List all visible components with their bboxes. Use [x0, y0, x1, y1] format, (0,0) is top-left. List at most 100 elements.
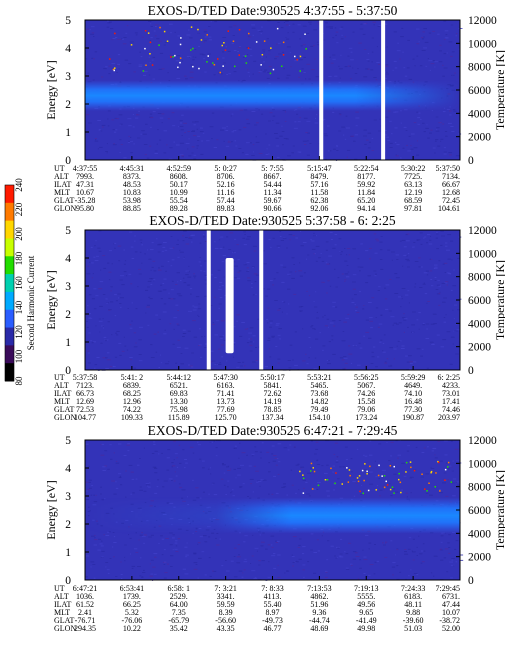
orbit-table-cell: 5:56:25 — [354, 373, 378, 382]
orbit-table-cell: 3341. — [217, 592, 235, 601]
colorbar-swatch — [5, 220, 14, 239]
orbit-table-cell: 7:29:45 — [436, 584, 460, 593]
orbit-row-label: GLON — [54, 204, 76, 213]
orbit-table-cell: -65.79 — [168, 616, 189, 625]
orbit-table-cell: 104.77 — [74, 413, 96, 422]
orbit-row-label: ILAT — [54, 180, 71, 189]
orbit-table-cell: 6:47:21 — [73, 584, 97, 593]
y2-axis-label: Temperature [K] — [493, 260, 505, 340]
orbit-table-cell: 11.34 — [264, 188, 282, 197]
orbit-table-cell: 94.14 — [357, 204, 375, 213]
y2-tick-label: 6000 — [468, 295, 491, 307]
orbit-table-cell: 35.42 — [170, 624, 188, 633]
y2-tick-label: 6000 — [468, 85, 491, 97]
orbit-table-cell: 7993. — [76, 172, 94, 181]
orbit-table-cell: 10.22 — [123, 624, 141, 633]
y-tick-label: 1 — [65, 547, 71, 559]
data-gap — [206, 230, 211, 370]
orbit-table-cell: 63.13 — [404, 180, 422, 189]
y2-tick-label: 8000 — [468, 272, 491, 284]
orbit-table-cell: 7:13:53 — [307, 584, 331, 593]
orbit-table-cell: 89.83 — [217, 204, 235, 213]
orbit-table-cell: 9.36 — [312, 608, 326, 617]
orbit-table-cell: 8706. — [217, 172, 235, 181]
orbit-table-cell: 203.97 — [438, 413, 460, 422]
colorbar-swatch — [5, 363, 14, 382]
orbit-table-cell: 5555. — [357, 592, 375, 601]
noise-texture — [86, 230, 462, 371]
colorbar-swatch — [5, 291, 14, 311]
orbit-table-cell: 68.25 — [123, 389, 141, 398]
orbit-table-cell: 4862. — [310, 592, 328, 601]
orbit-table-cell: 17.41 — [442, 397, 460, 406]
orbit-table-cell: 8667. — [264, 172, 282, 181]
orbit-table-cell: 2.41 — [78, 608, 92, 617]
orbit-table-cell: 4:52:59 — [167, 164, 191, 173]
orbit-table-cell: 97.81 — [404, 204, 422, 213]
orbit-table-cell: 7:24:33 — [401, 584, 425, 593]
colorbar-swatch — [5, 309, 14, 329]
colorbar-swatch — [5, 238, 14, 257]
orbit-table-cell: 74.10 — [404, 389, 422, 398]
y-tick-label: 5 — [65, 15, 71, 27]
orbit-table-cell: 6:53:41 — [120, 584, 144, 593]
panel-title: EXOS-D/TED Date:930525 4:37:55 - 5:37:50 — [148, 3, 398, 18]
orbit-table-cell: 5:37:50 — [436, 164, 460, 173]
orbit-table-cell: 1036. — [76, 592, 94, 601]
colorbar-swatch — [5, 327, 14, 346]
orbit-table-cell: 7: 3:21 — [214, 584, 236, 593]
orbit-table-cell: 47.44 — [442, 600, 460, 609]
panel-title: EXOS-D/TED Date:930525 6:47:21 - 7:29:45 — [148, 423, 398, 438]
orbit-table-cell: 5:22:54 — [354, 164, 378, 173]
orbit-table-cell: 74.46 — [442, 405, 460, 414]
energy-band — [85, 80, 460, 111]
y2-tick-label: 0 — [468, 155, 474, 167]
orbit-table-cell: 57.44 — [217, 196, 235, 205]
orbit-table-cell: 52.16 — [217, 180, 235, 189]
orbit-table-cell: 8.97 — [266, 608, 280, 617]
orbit-table-cell: 4:45:31 — [120, 164, 144, 173]
orbit-table-cell: 7725. — [404, 172, 422, 181]
orbit-table-cell: 53.98 — [123, 196, 141, 205]
orbit-table-cell: 46.77 — [264, 624, 282, 633]
orbit-table-cell: 16.48 — [404, 397, 422, 406]
orbit-table-cell: -76.06 — [122, 616, 143, 625]
orbit-table-cell: 72.45 — [442, 196, 460, 205]
orbit-row-label: UT — [54, 373, 65, 382]
orbit-row-label: MLT — [54, 188, 70, 197]
orbit-row-label: ALT — [54, 172, 69, 181]
colorbar-tick-label: 180 — [14, 251, 24, 265]
y2-tick-label: 4000 — [468, 318, 491, 330]
orbit-table-cell: 61.52 — [76, 600, 94, 609]
orbit-row-label: GLAT — [54, 616, 75, 625]
colorbar-tick-label: 80 — [14, 376, 24, 386]
orbit-table-cell: 5:50:17 — [260, 373, 284, 382]
colorbar-frame — [4, 184, 15, 382]
y-tick-label: 0 — [65, 365, 71, 377]
y-tick-label: 1 — [65, 337, 71, 349]
orbit-table-cell: -56.60 — [215, 616, 236, 625]
y2-axis-label: Temperature [K] — [493, 470, 505, 550]
orbit-table-cell: 59.92 — [357, 180, 375, 189]
orbit-table-cell: 9.88 — [406, 608, 420, 617]
orbit-table-cell: 10.83 — [123, 188, 141, 197]
orbit-row-label: ILAT — [54, 600, 71, 609]
y2-tick-label: 2000 — [468, 342, 491, 354]
orbit-table-cell: 77.30 — [404, 405, 422, 414]
y-tick-label: 5 — [65, 435, 71, 447]
orbit-table-cell: 14.82 — [310, 397, 328, 406]
orbit-table-cell: 78.85 — [264, 405, 282, 414]
orbit-table-cell: 109.33 — [121, 413, 143, 422]
orbit-table-cell: 75.98 — [170, 405, 188, 414]
y2-tick-label: 12000 — [468, 435, 497, 447]
orbit-table-cell: 66.67 — [442, 180, 460, 189]
sparkle-points — [109, 26, 307, 75]
colorbar-swatch — [5, 202, 14, 222]
data-gap — [319, 20, 324, 160]
orbit-table-cell: 7:19:13 — [354, 584, 378, 593]
orbit-table-cell: 50.17 — [170, 180, 188, 189]
colorbar-swatch — [5, 256, 14, 275]
data-gap — [381, 20, 386, 160]
orbit-table-cell: 10.07 — [442, 608, 460, 617]
orbit-table-cell: 62.38 — [310, 196, 328, 205]
